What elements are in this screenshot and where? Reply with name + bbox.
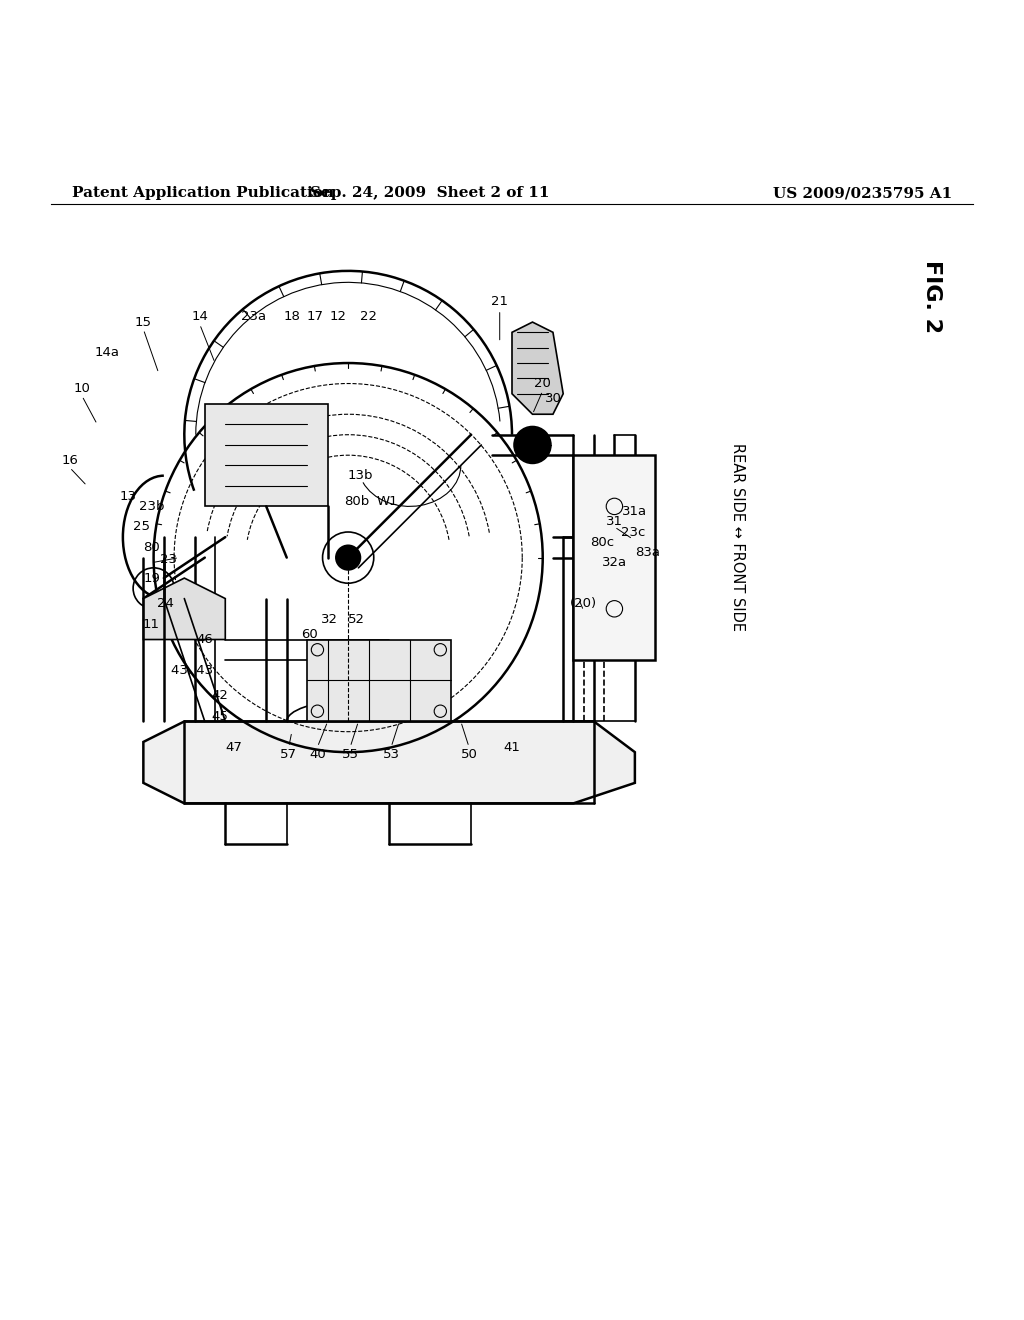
Text: 16: 16 <box>61 454 78 467</box>
Text: 80c: 80c <box>590 536 614 549</box>
Polygon shape <box>573 455 655 660</box>
Text: 12: 12 <box>330 310 346 323</box>
Text: 24: 24 <box>158 597 174 610</box>
Polygon shape <box>143 722 635 804</box>
Text: W1: W1 <box>376 495 398 508</box>
Polygon shape <box>307 639 451 722</box>
Polygon shape <box>143 578 225 639</box>
Text: 80: 80 <box>143 541 160 554</box>
Text: 21: 21 <box>492 296 508 308</box>
Text: 18: 18 <box>284 310 300 323</box>
Text: 55: 55 <box>342 747 358 760</box>
Text: 57: 57 <box>281 747 297 760</box>
Text: 83a: 83a <box>635 546 659 558</box>
Text: 42: 42 <box>212 689 228 702</box>
Text: 31: 31 <box>606 515 623 528</box>
Text: 25: 25 <box>133 520 150 533</box>
Text: 23: 23 <box>161 553 177 566</box>
Text: (20): (20) <box>570 597 597 610</box>
Text: 30: 30 <box>545 392 561 405</box>
Text: 52: 52 <box>348 612 365 626</box>
Circle shape <box>336 545 360 570</box>
Text: 15: 15 <box>135 315 152 329</box>
Text: 41: 41 <box>504 741 520 754</box>
Polygon shape <box>512 322 563 414</box>
Text: 32: 32 <box>322 612 338 626</box>
Text: 20: 20 <box>535 378 551 389</box>
Text: 45: 45 <box>212 710 228 723</box>
Text: 23c: 23c <box>621 525 645 539</box>
Circle shape <box>343 553 353 562</box>
Text: 17: 17 <box>307 310 324 323</box>
Text: 23a: 23a <box>242 310 266 323</box>
Circle shape <box>514 426 551 463</box>
Polygon shape <box>205 404 328 507</box>
Text: 23b: 23b <box>139 500 164 513</box>
Text: REAR SIDE ↔ FRONT SIDE: REAR SIDE ↔ FRONT SIDE <box>730 444 744 631</box>
Text: 22: 22 <box>360 310 377 323</box>
Text: 11: 11 <box>143 618 160 631</box>
Text: 60: 60 <box>301 628 317 642</box>
Text: 13b: 13b <box>348 469 373 482</box>
Text: Patent Application Publication: Patent Application Publication <box>72 186 334 201</box>
Text: 46: 46 <box>197 634 213 645</box>
Text: 43, 43: 43, 43 <box>171 664 214 677</box>
Text: 32a: 32a <box>602 556 627 569</box>
Text: 10: 10 <box>74 383 90 395</box>
Text: 19: 19 <box>143 572 160 585</box>
Text: FIG. 2: FIG. 2 <box>922 260 942 333</box>
Text: 13: 13 <box>120 490 136 503</box>
Text: 80b: 80b <box>344 495 369 508</box>
Text: Sep. 24, 2009  Sheet 2 of 11: Sep. 24, 2009 Sheet 2 of 11 <box>310 186 550 201</box>
Text: 14a: 14a <box>95 346 120 359</box>
Text: 40: 40 <box>309 747 326 760</box>
Text: 47: 47 <box>225 741 242 754</box>
Text: 53: 53 <box>383 747 399 760</box>
Text: 50: 50 <box>461 747 477 760</box>
Text: US 2009/0235795 A1: US 2009/0235795 A1 <box>773 186 952 201</box>
Text: 31a: 31a <box>623 506 647 517</box>
Text: 14: 14 <box>191 310 208 323</box>
